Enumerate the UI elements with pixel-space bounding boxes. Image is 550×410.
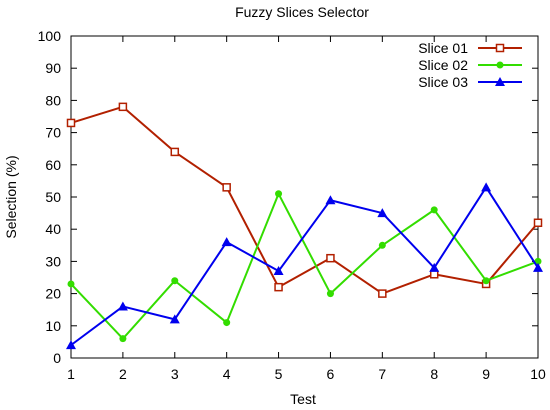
data-point <box>533 218 543 228</box>
series-3 <box>66 182 543 350</box>
data-point <box>67 280 75 288</box>
x-tick-label: 10 <box>530 366 546 382</box>
x-tick-label: 2 <box>119 366 127 382</box>
data-point <box>378 241 386 249</box>
data-point <box>377 208 388 218</box>
y-tick-label: 60 <box>45 157 61 173</box>
series-2 <box>67 190 542 343</box>
chart-title: Fuzzy Slices Selector <box>235 4 369 20</box>
series-1 <box>66 102 543 298</box>
data-point <box>118 102 128 112</box>
y-tick-label: 10 <box>45 318 61 334</box>
y-axis-label: Selection (%) <box>3 155 19 238</box>
y-axis: 0 10 20 30 40 50 60 70 80 90 100 <box>38 28 538 366</box>
legend-label: Slice 03 <box>418 74 468 90</box>
data-point <box>378 289 387 298</box>
data-point <box>429 262 440 272</box>
y-tick-label: 70 <box>45 125 61 141</box>
data-point <box>169 314 180 324</box>
y-tick-label: 50 <box>45 189 61 205</box>
data-point <box>119 335 127 343</box>
legend-marker <box>495 43 505 53</box>
x-axis: 1 2 3 4 5 6 7 8 9 10 <box>67 36 546 382</box>
data-point <box>430 206 438 214</box>
data-point <box>326 253 335 263</box>
data-point <box>274 282 283 292</box>
data-point <box>482 277 490 285</box>
data-point <box>481 182 492 192</box>
data-point <box>117 301 128 311</box>
x-tick-label: 8 <box>430 366 438 382</box>
series-line <box>70 105 539 295</box>
data-point <box>66 118 76 128</box>
data-point <box>222 183 231 192</box>
legend-item: Slice 03 <box>418 74 522 90</box>
y-tick-label: 20 <box>45 286 61 302</box>
y-tick-label: 30 <box>45 253 61 269</box>
data-point <box>273 266 284 276</box>
x-tick-label: 5 <box>275 366 283 382</box>
y-tick-label: 0 <box>53 350 61 366</box>
data-point <box>221 237 232 247</box>
x-tick-label: 4 <box>223 366 231 382</box>
legend-label: Slice 02 <box>418 57 468 73</box>
y-tick-label: 90 <box>45 60 61 76</box>
data-point <box>326 290 334 298</box>
x-tick-label: 3 <box>171 366 179 382</box>
data-point <box>171 277 179 285</box>
data-point <box>170 147 180 157</box>
x-tick-label: 6 <box>327 366 335 382</box>
legend-marker <box>495 77 505 86</box>
series-layer <box>66 102 543 350</box>
series-line <box>70 186 539 346</box>
data-point <box>533 262 543 272</box>
x-tick-label: 1 <box>67 366 75 382</box>
x-tick-label: 9 <box>482 366 490 382</box>
data-point <box>223 319 231 327</box>
y-tick-label: 80 <box>45 92 61 108</box>
legend-item: Slice 02 <box>418 57 522 73</box>
data-point <box>534 257 542 265</box>
legend-marker <box>496 61 504 69</box>
data-point <box>325 195 336 205</box>
x-tick-label: 7 <box>378 366 386 382</box>
y-tick-label: 100 <box>38 28 62 44</box>
data-point <box>275 190 283 198</box>
series-line <box>70 192 539 340</box>
legend-label: Slice 01 <box>418 40 468 56</box>
legend-item: Slice 01 <box>418 40 522 56</box>
x-axis-label: Test <box>290 391 316 407</box>
data-point <box>66 340 76 350</box>
y-tick-label: 40 <box>45 221 61 237</box>
